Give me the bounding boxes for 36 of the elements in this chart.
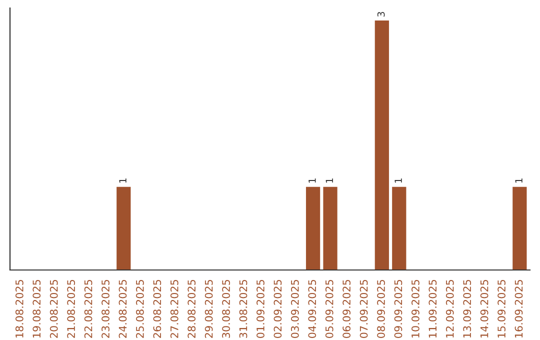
x-tick-label: 27.08.2025 [170,280,178,338]
data-label: 1 [308,178,316,183]
x-tick-label: 25.08.2025 [136,280,144,338]
x-tick-label: 09.09.2025 [394,280,402,338]
x-tick-label: 18.08.2025 [15,280,24,338]
x-tick-label: 11.09.2025 [428,280,437,338]
x-tick-label: 07.09.2025 [360,280,368,338]
x-tick-label: 06.09.2025 [342,280,351,338]
x-tick-label: 14.09.2025 [480,280,488,338]
x-tick-label: 24.08.2025 [118,280,127,338]
data-label: 1 [394,178,402,183]
x-tick-label: 10.09.2025 [412,280,420,338]
data-label: 3 [377,12,385,17]
x-tick-label: 13.09.2025 [463,280,472,338]
x-tick-label: 26.08.2025 [153,280,162,338]
x-tick-label: 08.09.2025 [377,280,385,338]
x-tick-label: 28.08.2025 [188,280,196,338]
x-tick-label: 23.08.2025 [102,280,110,338]
x-tick-label: 30.08.2025 [222,280,230,338]
x-tick-label: 29.08.2025 [204,280,213,338]
x-tick-label: 22.08.2025 [84,280,92,338]
x-tick-label: 19.08.2025 [32,280,41,338]
x-tick-label: 12.09.2025 [446,280,454,338]
data-label: 1 [326,178,333,183]
data-label: 1 [119,178,126,183]
x-tick-label: 16.09.2025 [514,280,523,338]
x-tick-label: 02.09.2025 [274,280,282,338]
x-tick-label: 15.09.2025 [498,280,506,338]
data-label: 1 [515,178,522,183]
x-tick-label: 31.08.2025 [239,280,248,338]
x-tick-label: 05.09.2025 [325,280,334,338]
x-tick-label: 21.08.2025 [67,280,76,338]
x-tick-label: 03.09.2025 [290,280,299,338]
x-tick-label: 20.08.2025 [50,280,58,338]
x-tick-label: 01.09.2025 [256,280,264,338]
x-tick-label: 04.09.2025 [308,280,316,338]
